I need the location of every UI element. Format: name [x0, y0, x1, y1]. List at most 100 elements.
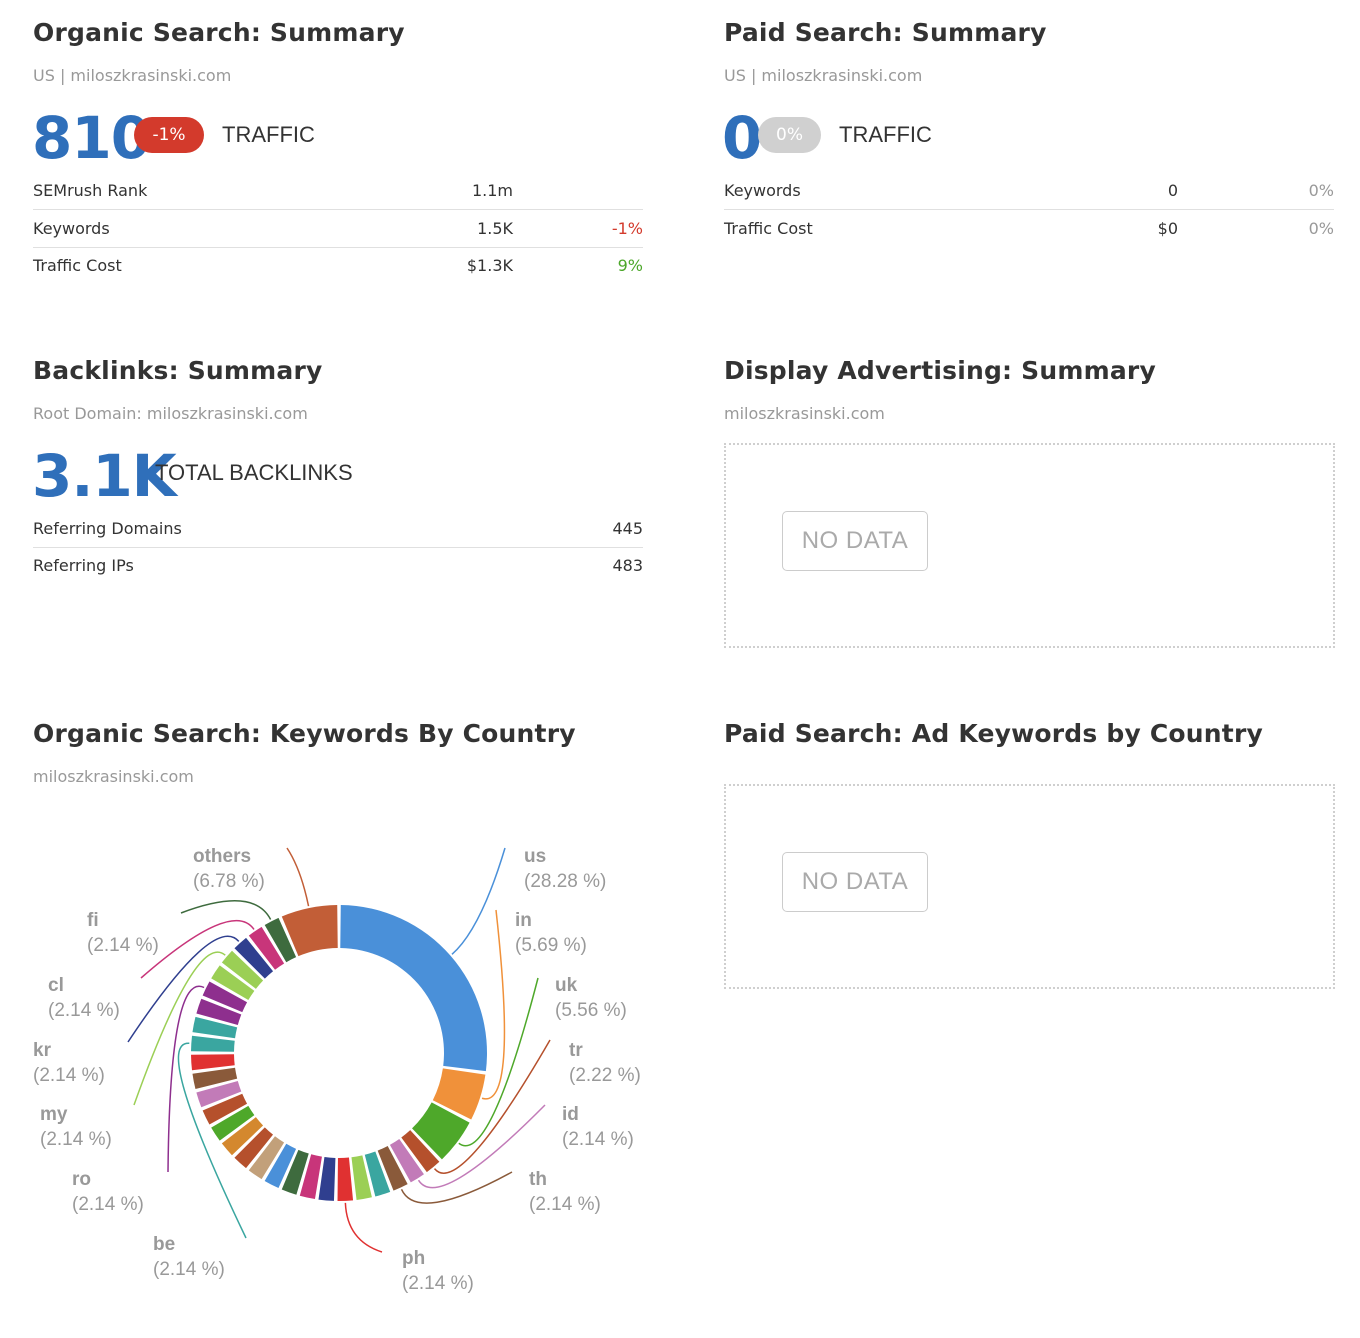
donut-slice-tr[interactable]: [401, 1130, 440, 1173]
backlinks-total-value: 3.1K: [32, 442, 177, 510]
donut-label-value-cl: (2.14 %): [48, 1000, 120, 1021]
donut-label-name-be: be: [153, 1234, 175, 1255]
donut-slice-ro[interactable]: [202, 981, 248, 1013]
organic-traffic-label: TRAFFIC: [222, 122, 315, 147]
backlinks-summary-title: Backlinks: Summary: [33, 356, 323, 385]
metric-value: 0: [1167, 181, 1178, 200]
paid-by-country-empty-area: NO DATA: [724, 784, 1335, 989]
donut-slice[interactable]: [196, 1081, 242, 1108]
keywords-by-country-donut-chart: us (28.28 %) in (5.69 %) uk (5.56 %) tr (2.22 %…: [33, 846, 641, 1294]
donut-slice-th[interactable]: [377, 1146, 408, 1191]
donut-leader-line-uk: [458, 977, 539, 1147]
paid-traffic-change-badge: 0%: [758, 117, 821, 153]
donut-leader-line-ro: [167, 985, 205, 1173]
donut-slice[interactable]: [202, 1093, 248, 1125]
metric-value: $1.3K: [466, 256, 513, 275]
donut-leader-line-us: [451, 847, 506, 955]
metric-value: 483: [612, 556, 643, 575]
metric-label: SEMrush Rank: [33, 181, 148, 200]
donut-slice[interactable]: [234, 1127, 274, 1169]
donut-label-name-kr: kr: [33, 1040, 52, 1061]
paid-summary-subtitle: US | miloszkrasinski.com: [724, 66, 923, 85]
donut-slice[interactable]: [364, 1151, 391, 1197]
paid-summary-title: Paid Search: Summary: [724, 18, 1047, 47]
donut-leader-line-others: [286, 847, 310, 907]
donut-slice[interactable]: [211, 1105, 255, 1141]
donut-slice[interactable]: [299, 1154, 322, 1200]
donut-slice-be[interactable]: [191, 1035, 235, 1052]
donut-label-value-id: (2.14 %): [562, 1129, 634, 1150]
metric-value: 1.1m: [471, 181, 513, 200]
metric-row-keywords: Keywords 0 0%: [724, 172, 1334, 210]
donut-label-name-id: id: [562, 1104, 579, 1125]
donut-label-name-others: others: [193, 846, 251, 867]
donut-label-value-uk: (5.56 %): [555, 1000, 627, 1021]
donut-slice-my[interactable]: [221, 950, 264, 989]
donut-slice-cl[interactable]: [248, 926, 285, 970]
donut-leader-line-cl: [140, 919, 255, 979]
donut-leader-line-tr: [433, 1039, 551, 1174]
donut-slice-fi[interactable]: [264, 917, 297, 963]
display-advertising-subtitle: miloszkrasinski.com: [724, 404, 885, 423]
no-data-button[interactable]: NO DATA: [782, 852, 928, 912]
donut-slice[interactable]: [192, 1067, 238, 1090]
metric-change: 9%: [617, 256, 643, 275]
paid-by-country-title: Paid Search: Ad Keywords by Country: [724, 719, 1263, 748]
donut-slice[interactable]: [248, 1136, 285, 1180]
metric-label: Traffic Cost: [724, 219, 813, 238]
metric-row-referring-ips: Referring IPs 483: [33, 547, 643, 584]
donut-slice-id[interactable]: [389, 1138, 424, 1183]
donut-label-value-be: (2.14 %): [153, 1259, 225, 1280]
metric-row-traffic-cost: Traffic Cost $0 0%: [724, 210, 1334, 247]
donut-slice[interactable]: [221, 1117, 264, 1156]
donut-slice[interactable]: [281, 1149, 309, 1195]
donut-slice-ph[interactable]: [337, 1157, 354, 1201]
metric-value: 1.5K: [477, 219, 513, 238]
donut-label-name-cl: cl: [48, 975, 64, 996]
metric-row-semrush-rank: SEMrush Rank 1.1m: [33, 172, 643, 210]
metric-value: $0: [1157, 219, 1178, 238]
donut-slice-kr[interactable]: [234, 937, 274, 979]
donut-label-value-tr: (2.22 %): [569, 1065, 641, 1086]
organic-summary-subtitle: US | miloszkrasinski.com: [33, 66, 232, 85]
metric-row-traffic-cost: Traffic Cost $1.3K 9%: [33, 247, 643, 284]
no-data-button[interactable]: NO DATA: [782, 511, 928, 571]
keywords-by-country-subtitle: miloszkrasinski.com: [33, 767, 194, 786]
donut-label-name-ro: ro: [72, 1169, 91, 1190]
donut-leader-line-be: [177, 1042, 247, 1239]
metric-label: Traffic Cost: [33, 256, 122, 275]
donut-label-name-in: in: [515, 910, 532, 931]
metric-label: Referring Domains: [33, 519, 182, 538]
metric-row-keywords: Keywords 1.5K -1%: [33, 210, 643, 248]
donut-label-value-th: (2.14 %): [529, 1194, 601, 1215]
keywords-by-country-title: Organic Search: Keywords By Country: [33, 719, 576, 748]
donut-label-name-my: my: [40, 1104, 68, 1125]
donut-slice[interactable]: [351, 1155, 372, 1200]
metric-change: 0%: [1308, 181, 1334, 200]
donut-slice-others[interactable]: [281, 905, 338, 957]
donut-slice[interactable]: [192, 1016, 238, 1039]
donut-label-value-us: (28.28 %): [524, 871, 606, 892]
donut-label-name-th: th: [529, 1169, 547, 1190]
donut-slice-uk[interactable]: [412, 1102, 470, 1160]
donut-slice-in[interactable]: [432, 1068, 486, 1120]
metric-row-referring-domains: Referring Domains 445: [33, 510, 643, 548]
backlinks-total-label: TOTAL BACKLINKS: [155, 460, 353, 485]
donut-slice[interactable]: [191, 1054, 235, 1071]
organic-summary-title: Organic Search: Summary: [33, 18, 405, 47]
donut-slice[interactable]: [264, 1143, 297, 1189]
donut-slice[interactable]: [211, 965, 255, 1001]
donut-label-value-ph: (2.14 %): [402, 1273, 474, 1294]
metric-label: Keywords: [724, 181, 801, 200]
donut-label-name-tr: tr: [569, 1040, 583, 1061]
donut-slice[interactable]: [318, 1156, 336, 1201]
donut-label-name-uk: uk: [555, 975, 578, 996]
display-advertising-title: Display Advertising: Summary: [724, 356, 1156, 385]
backlinks-summary-subtitle: Root Domain: miloszkrasinski.com: [33, 404, 308, 423]
donut-slice[interactable]: [196, 998, 242, 1025]
paid-traffic-value: 0: [722, 104, 762, 172]
donut-leader-line-my: [133, 951, 226, 1106]
donut-label-name-fi: fi: [87, 910, 99, 931]
donut-slice-us[interactable]: [340, 905, 487, 1072]
paid-traffic-label: TRAFFIC: [839, 122, 932, 147]
